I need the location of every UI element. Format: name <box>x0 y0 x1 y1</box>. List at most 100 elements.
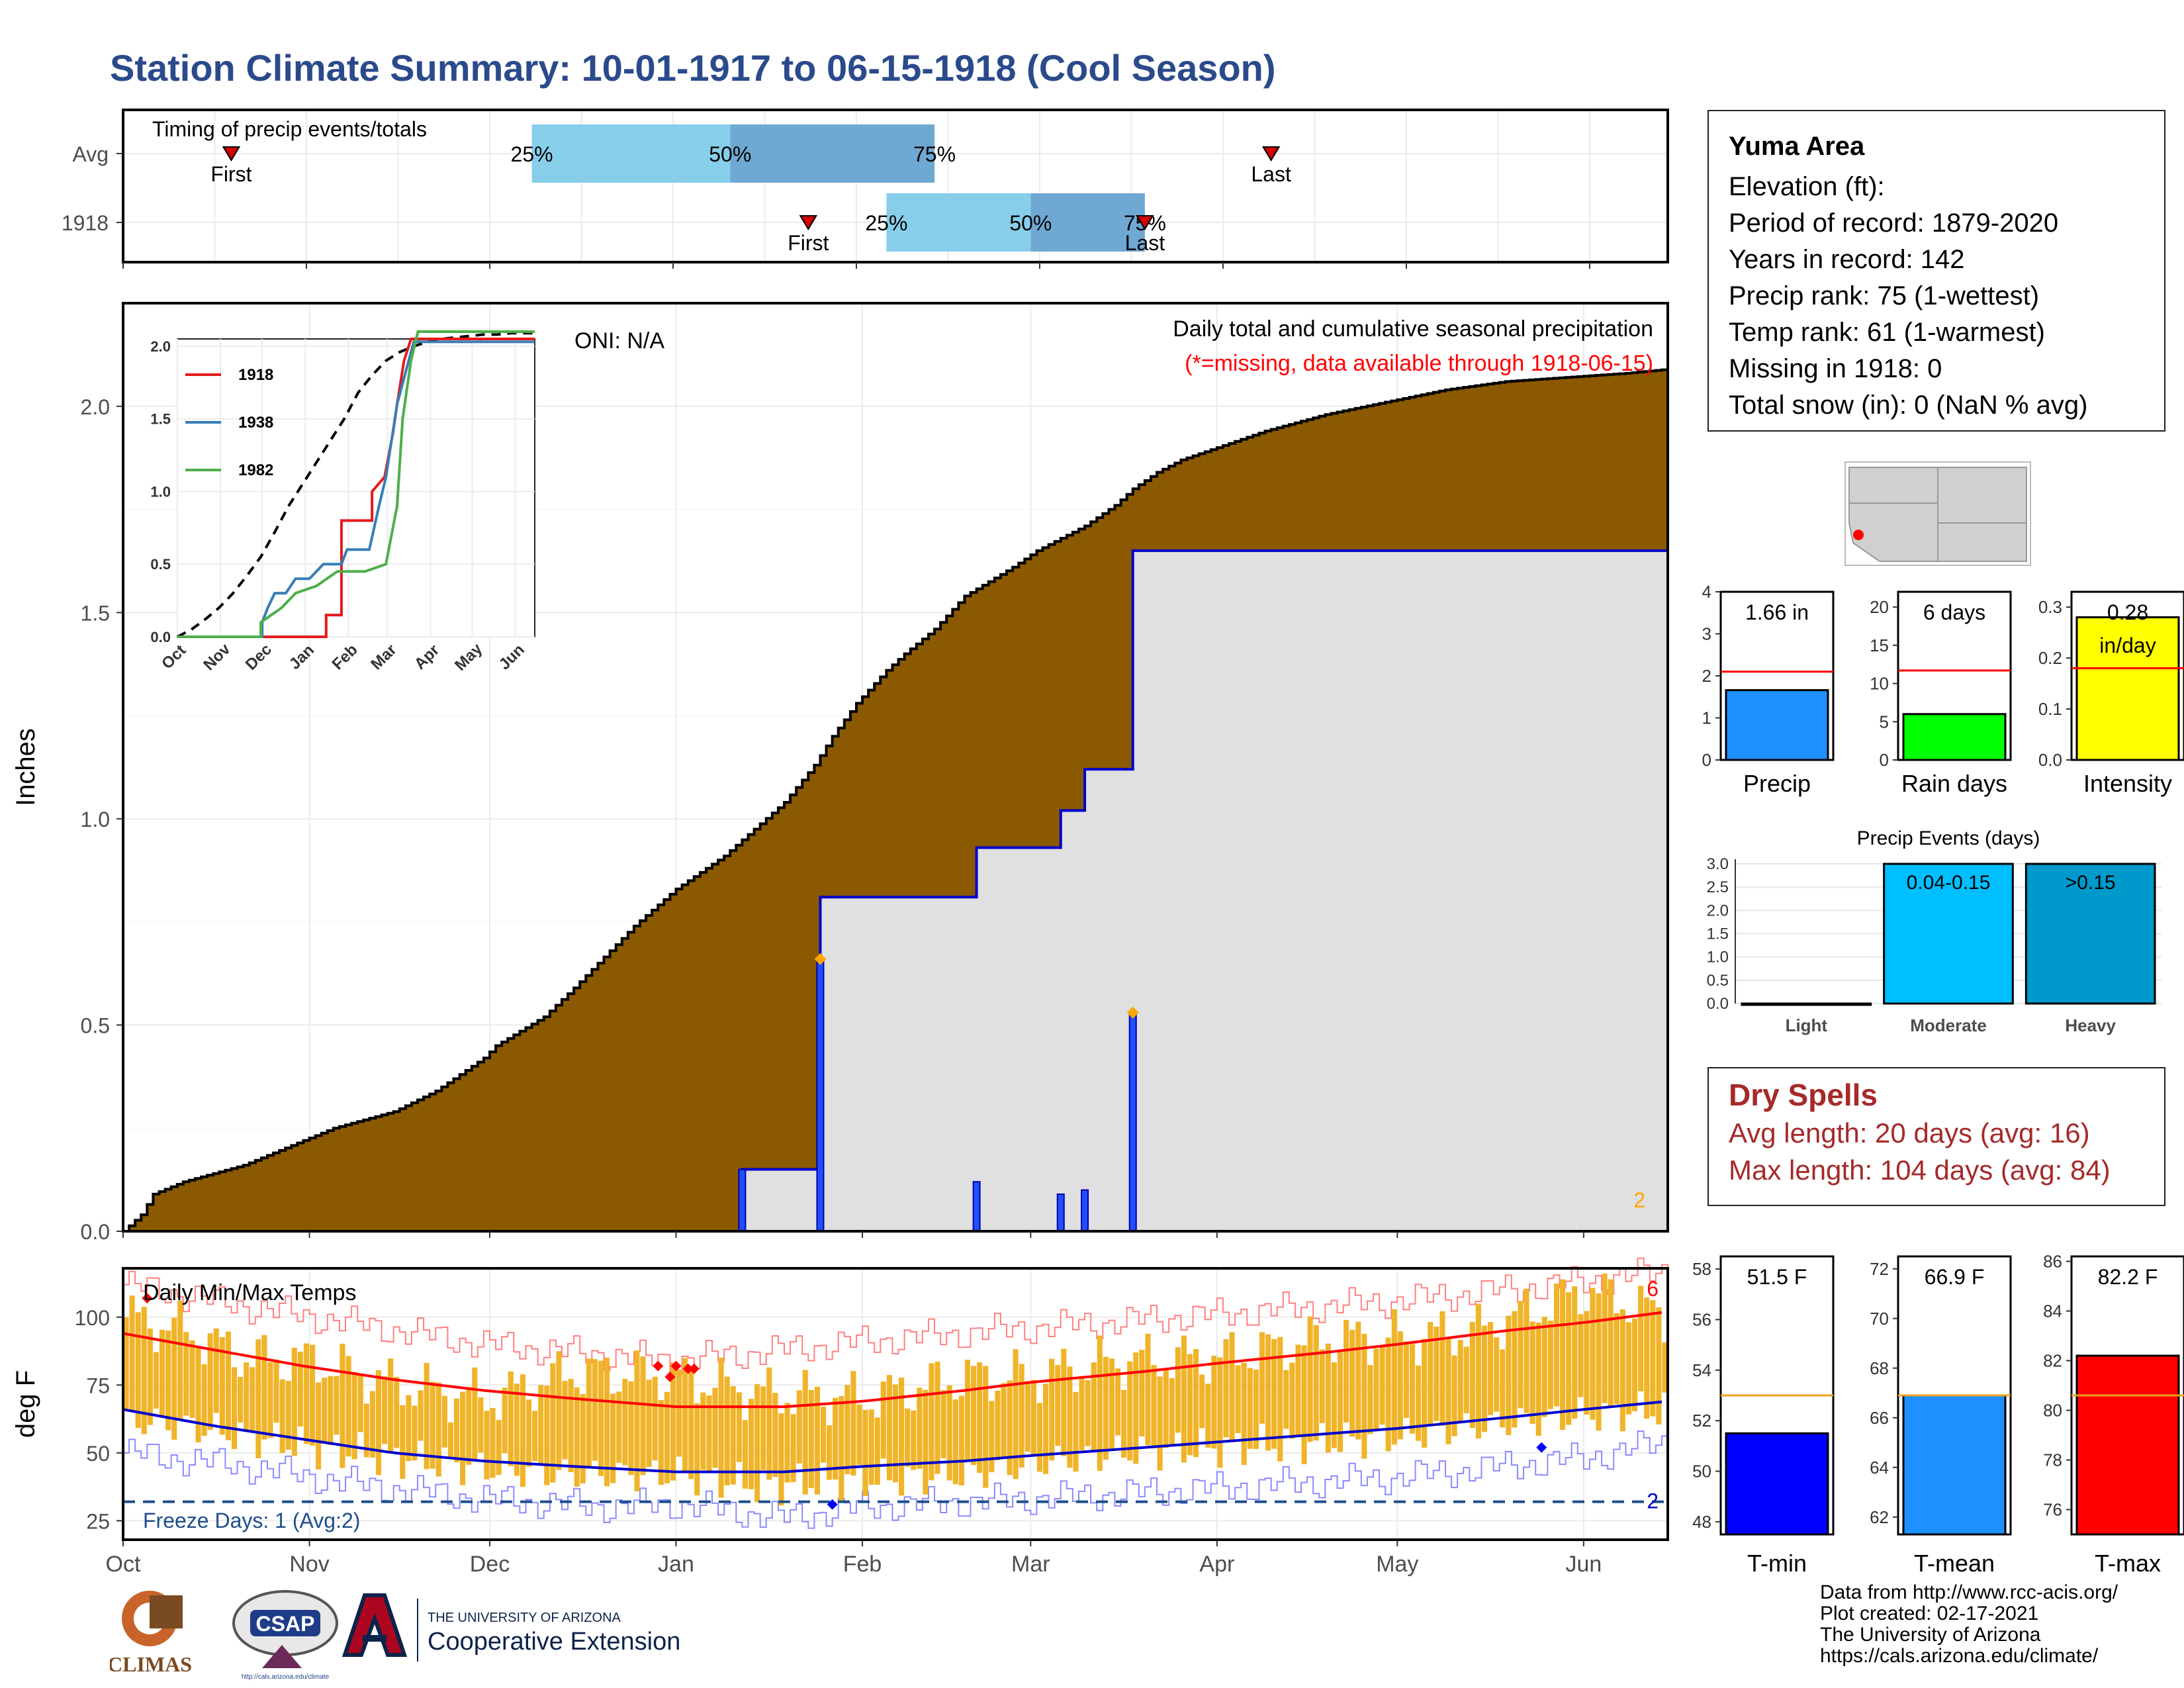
dry-spells-box: Dry Spells Avg length: 20 days (avg: 16)… <box>1707 1067 2165 1206</box>
daily-temp-bar <box>574 1387 580 1487</box>
daily-temp-bar <box>165 1330 171 1430</box>
daily-temp-bar <box>351 1372 357 1460</box>
daily-temp-bar <box>244 1362 250 1430</box>
daily-temp-bar <box>724 1376 730 1485</box>
daily-precip-bar <box>738 1168 747 1232</box>
daily-temp-bar <box>1560 1279 1566 1430</box>
precip-subtitle: (*=missing, data available through 1918-… <box>1185 351 1653 376</box>
observed-cumulative-area <box>123 546 1668 1232</box>
station-location-marker <box>1853 530 1864 540</box>
station-info-line: Period of record: 1879-2020 <box>1729 209 2059 238</box>
daily-temp-bar <box>1001 1383 1007 1457</box>
daily-temp-bar <box>676 1369 682 1457</box>
avg-cumulative-step-line <box>123 368 1669 1233</box>
daily-temp-bar <box>334 1376 340 1435</box>
daily-temp-bar <box>1121 1389 1127 1458</box>
dry-spells-avg: Avg length: 20 days (avg: 16) <box>1729 1117 2090 1149</box>
temp-x-tick-label: Jan <box>658 1552 694 1577</box>
first-event-label: First <box>788 231 829 255</box>
timing-q50-q75-bar <box>1030 193 1145 252</box>
daily-temp-bar <box>388 1358 394 1452</box>
daily-temp-bar <box>478 1397 484 1453</box>
daily-temp-bar <box>958 1395 964 1486</box>
daily-temp-bar <box>844 1385 850 1474</box>
daily-temp-bar <box>1650 1299 1656 1417</box>
daily-temp-bar <box>1307 1316 1313 1442</box>
inset-y-tick-label: 0.0 <box>150 629 171 645</box>
daily-temp-bar <box>135 1312 141 1429</box>
precip-y-tick-label: 1.5 <box>81 601 110 625</box>
timing-row-label: Avg <box>72 142 109 166</box>
station-info-line: Total snow (in): 0 (NaN % avg) <box>1729 391 2088 420</box>
daily-temp-bar <box>1355 1321 1361 1440</box>
daily-temp-bar <box>923 1389 929 1495</box>
record-high-marker <box>653 1360 664 1372</box>
summary-y-tick-label: 10 <box>1870 674 1889 694</box>
climas-logo: CLIMAS <box>110 1591 192 1676</box>
inset-series-line <box>177 340 535 638</box>
daily-temp-bar <box>1488 1322 1494 1415</box>
daily-temp-bar <box>1566 1292 1572 1425</box>
daily-temp-bar <box>1578 1314 1584 1397</box>
station-info-line: Years in record: 142 <box>1729 245 1965 274</box>
daily-temp-bar <box>1241 1362 1247 1466</box>
daily-temp-bar <box>1349 1330 1355 1437</box>
daily-temp-bar <box>484 1411 490 1479</box>
daily-temp-bar <box>766 1367 772 1480</box>
first-event-label: First <box>210 162 251 186</box>
daily-temp-bar <box>1067 1366 1073 1468</box>
daily-temp-bar <box>784 1403 790 1483</box>
daily-temp-bar <box>525 1399 532 1467</box>
daily-temp-bar <box>1619 1309 1625 1432</box>
temp-x-tick-label: Oct <box>106 1552 141 1577</box>
summary-panel-label: Rain days <box>1901 770 2007 797</box>
daily-temp-bar <box>1253 1370 1259 1450</box>
summary-value-label: 66.9 F <box>1925 1265 1985 1289</box>
precip-y-tick-label: 0.5 <box>81 1013 110 1037</box>
daily-temp-bar <box>1295 1344 1301 1436</box>
daily-temp-bar <box>682 1358 688 1474</box>
precip-events-bar <box>1741 1002 1872 1006</box>
daily-temp-bar <box>808 1389 814 1489</box>
summary-y-tick-label: 3 <box>1702 624 1711 644</box>
daily-temp-bar <box>466 1387 472 1465</box>
daily-temp-bar <box>604 1357 610 1487</box>
summary-y-tick-label: 56 <box>1692 1309 1711 1329</box>
daily-temp-bar <box>1013 1349 1019 1479</box>
summary-y-tick-label: 54 <box>1692 1360 1711 1380</box>
precip-events-title: Precip Events (days) <box>1857 827 2040 849</box>
daily-temp-bar <box>952 1399 958 1485</box>
record-low-marker <box>1536 1442 1547 1453</box>
precip-events-category-label: Moderate <box>1910 1015 1987 1035</box>
precip-events-y-tick-label: 2.0 <box>1707 902 1729 919</box>
inset-series-line <box>177 330 535 638</box>
daily-temp-bar <box>195 1348 201 1442</box>
precip-corner-label: 2 <box>1633 1188 1645 1212</box>
daily-temp-bar <box>328 1376 334 1446</box>
daily-temp-bar <box>742 1420 748 1489</box>
daily-temp-bar <box>1379 1346 1385 1425</box>
daily-temp-bar <box>1416 1365 1422 1441</box>
daily-temp-bar <box>760 1386 766 1470</box>
inset-series-line <box>177 338 535 638</box>
summary-value-label: 1.66 in <box>1745 600 1809 624</box>
daily-temp-bar <box>1451 1355 1457 1436</box>
daily-temp-bar <box>1151 1365 1157 1448</box>
daily-temp-bar <box>1608 1279 1614 1406</box>
daily-temp-bar <box>730 1386 736 1485</box>
daily-temp-bar <box>694 1403 700 1496</box>
daily-temp-bar <box>363 1403 369 1458</box>
summary-value-bar <box>1725 1432 1829 1536</box>
summary-value-bar <box>2075 1354 2180 1536</box>
summary-y-tick-label: 86 <box>2043 1252 2062 1272</box>
summary-value-label: in/day <box>2099 633 2156 657</box>
summary-y-tick-label: 1 <box>1702 708 1711 728</box>
daily-temp-bar <box>1109 1358 1115 1451</box>
credit-line: https://cals.arizona.edu/climate/ <box>1820 1645 2099 1667</box>
daily-temp-bar <box>1301 1345 1307 1464</box>
summary-y-tick-label: 2 <box>1702 666 1711 686</box>
daily-temp-bar <box>1103 1356 1109 1460</box>
daily-temp-bar <box>706 1395 712 1472</box>
oni-label: ONI: N/A <box>574 328 664 353</box>
summary-panel-label: T-mean <box>1914 1550 1995 1577</box>
